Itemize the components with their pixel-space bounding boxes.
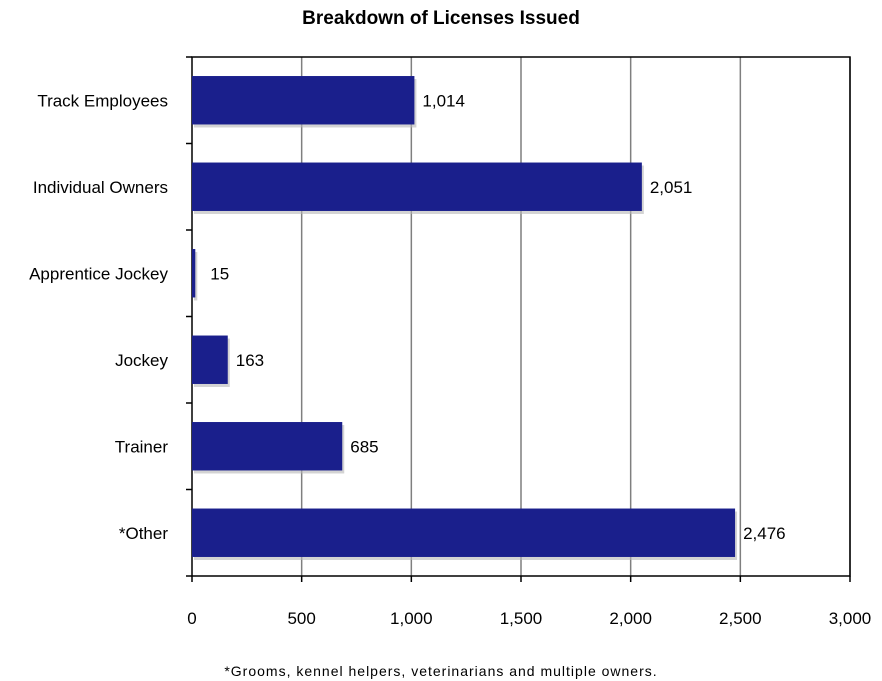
bar-4 [192,422,343,471]
value-label-3: 163 [236,351,264,370]
x-tick-label-2: 1,000 [390,609,433,628]
x-tick-label-5: 2,500 [719,609,762,628]
category-label-5: *Other [119,524,168,543]
bar-1 [192,162,642,211]
bar-3 [192,335,228,384]
value-label-1: 2,051 [650,178,693,197]
category-label-3: Jockey [115,351,168,370]
category-label-2: Apprentice Jockey [29,264,168,283]
x-tick-label-1: 500 [287,609,315,628]
x-tick-label-6: 3,000 [829,609,872,628]
bar-shadow-2 [194,252,198,301]
category-label-0: Track Employees [37,91,168,110]
chart-title: Breakdown of Licenses Issued [302,8,580,29]
x-tick-label-4: 2,000 [609,609,652,628]
value-label-4: 685 [350,437,378,456]
bar-0 [192,76,415,125]
x-tick-label-0: 0 [187,609,196,628]
bar-5 [192,508,736,557]
x-tick-label-3: 1,500 [500,609,543,628]
bar-2 [192,249,196,298]
category-label-4: Trainer [115,437,169,456]
category-label-1: Individual Owners [33,178,168,197]
value-label-2: 15 [210,264,229,283]
value-label-0: 1,014 [422,91,465,110]
chart-footnote: *Grooms, kennel helpers, veterinarians a… [224,663,658,679]
value-label-5: 2,476 [743,524,786,543]
